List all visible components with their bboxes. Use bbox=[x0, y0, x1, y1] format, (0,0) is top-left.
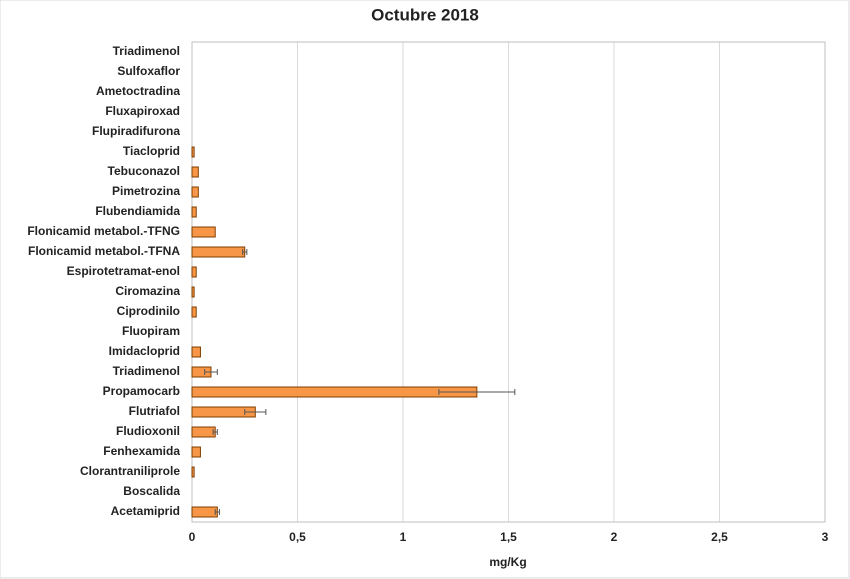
plot-area bbox=[191, 41, 826, 523]
y-tick-label: Boscalida bbox=[123, 484, 180, 498]
error-bar bbox=[242, 249, 248, 255]
bar bbox=[191, 166, 199, 178]
y-tick-label: Ciromazina bbox=[115, 284, 180, 298]
y-tick-label: Flubendiamida bbox=[95, 204, 180, 218]
x-tick-label: 2,5 bbox=[711, 530, 728, 544]
y-tick-label: Tiacloprid bbox=[123, 144, 180, 158]
error-bar bbox=[438, 389, 516, 395]
y-tick-label: Fluopiram bbox=[122, 324, 180, 338]
y-tick-label: Triadimenol bbox=[113, 364, 180, 378]
x-tick-label: 1,5 bbox=[500, 530, 517, 544]
bar bbox=[191, 286, 195, 298]
bar bbox=[191, 506, 218, 518]
bar bbox=[191, 186, 199, 198]
bar bbox=[191, 466, 195, 478]
bar bbox=[191, 346, 201, 358]
y-tick-label: Pimetrozina bbox=[112, 184, 180, 198]
y-tick-label: Espirotetramat-enol bbox=[67, 264, 180, 278]
y-tick-label: Flupiradifurona bbox=[92, 124, 180, 138]
y-tick-label: Imidacloprid bbox=[109, 344, 180, 358]
x-tick-label: 0 bbox=[189, 530, 196, 544]
x-tick-label: 2 bbox=[611, 530, 618, 544]
y-tick-label: Fenhexamida bbox=[103, 444, 180, 458]
bar bbox=[191, 146, 195, 158]
bar bbox=[191, 206, 197, 218]
y-tick-label: Flonicamid metabol.-TFNA bbox=[28, 244, 180, 258]
bar bbox=[191, 426, 216, 438]
chart-title: Octubre 2018 bbox=[371, 5, 479, 24]
bar bbox=[191, 386, 478, 398]
bar bbox=[191, 306, 197, 318]
y-tick-label: Acetamiprid bbox=[111, 504, 180, 518]
bar bbox=[191, 246, 246, 258]
error-bar bbox=[244, 409, 267, 415]
y-tick-label: Fluxapiroxad bbox=[105, 104, 180, 118]
x-axis-label: mg/Kg bbox=[489, 555, 526, 569]
x-tick-label: 3 bbox=[822, 530, 829, 544]
y-tick-label: Sulfoxaflor bbox=[117, 64, 180, 78]
bar bbox=[191, 446, 201, 458]
y-tick-label: Ametoctradina bbox=[96, 84, 180, 98]
y-tick-label: Fludioxonil bbox=[116, 424, 180, 438]
y-tick-label: Clorantraniliprole bbox=[80, 464, 180, 478]
y-tick-label: Propamocarb bbox=[103, 384, 180, 398]
error-bar bbox=[214, 509, 220, 515]
x-tick-label: 1 bbox=[400, 530, 407, 544]
bar bbox=[191, 266, 197, 278]
error-bar bbox=[204, 369, 218, 375]
y-tick-label: Tebuconazol bbox=[108, 164, 180, 178]
y-tick-label: Triadimenol bbox=[113, 44, 180, 58]
bar bbox=[191, 226, 216, 238]
y-tick-label: Flutriafol bbox=[129, 404, 180, 418]
error-bar bbox=[212, 429, 218, 435]
y-tick-label: Ciprodinilo bbox=[117, 304, 180, 318]
y-tick-label: Flonicamid metabol.-TFNG bbox=[27, 224, 180, 238]
x-tick-label: 0,5 bbox=[289, 530, 306, 544]
